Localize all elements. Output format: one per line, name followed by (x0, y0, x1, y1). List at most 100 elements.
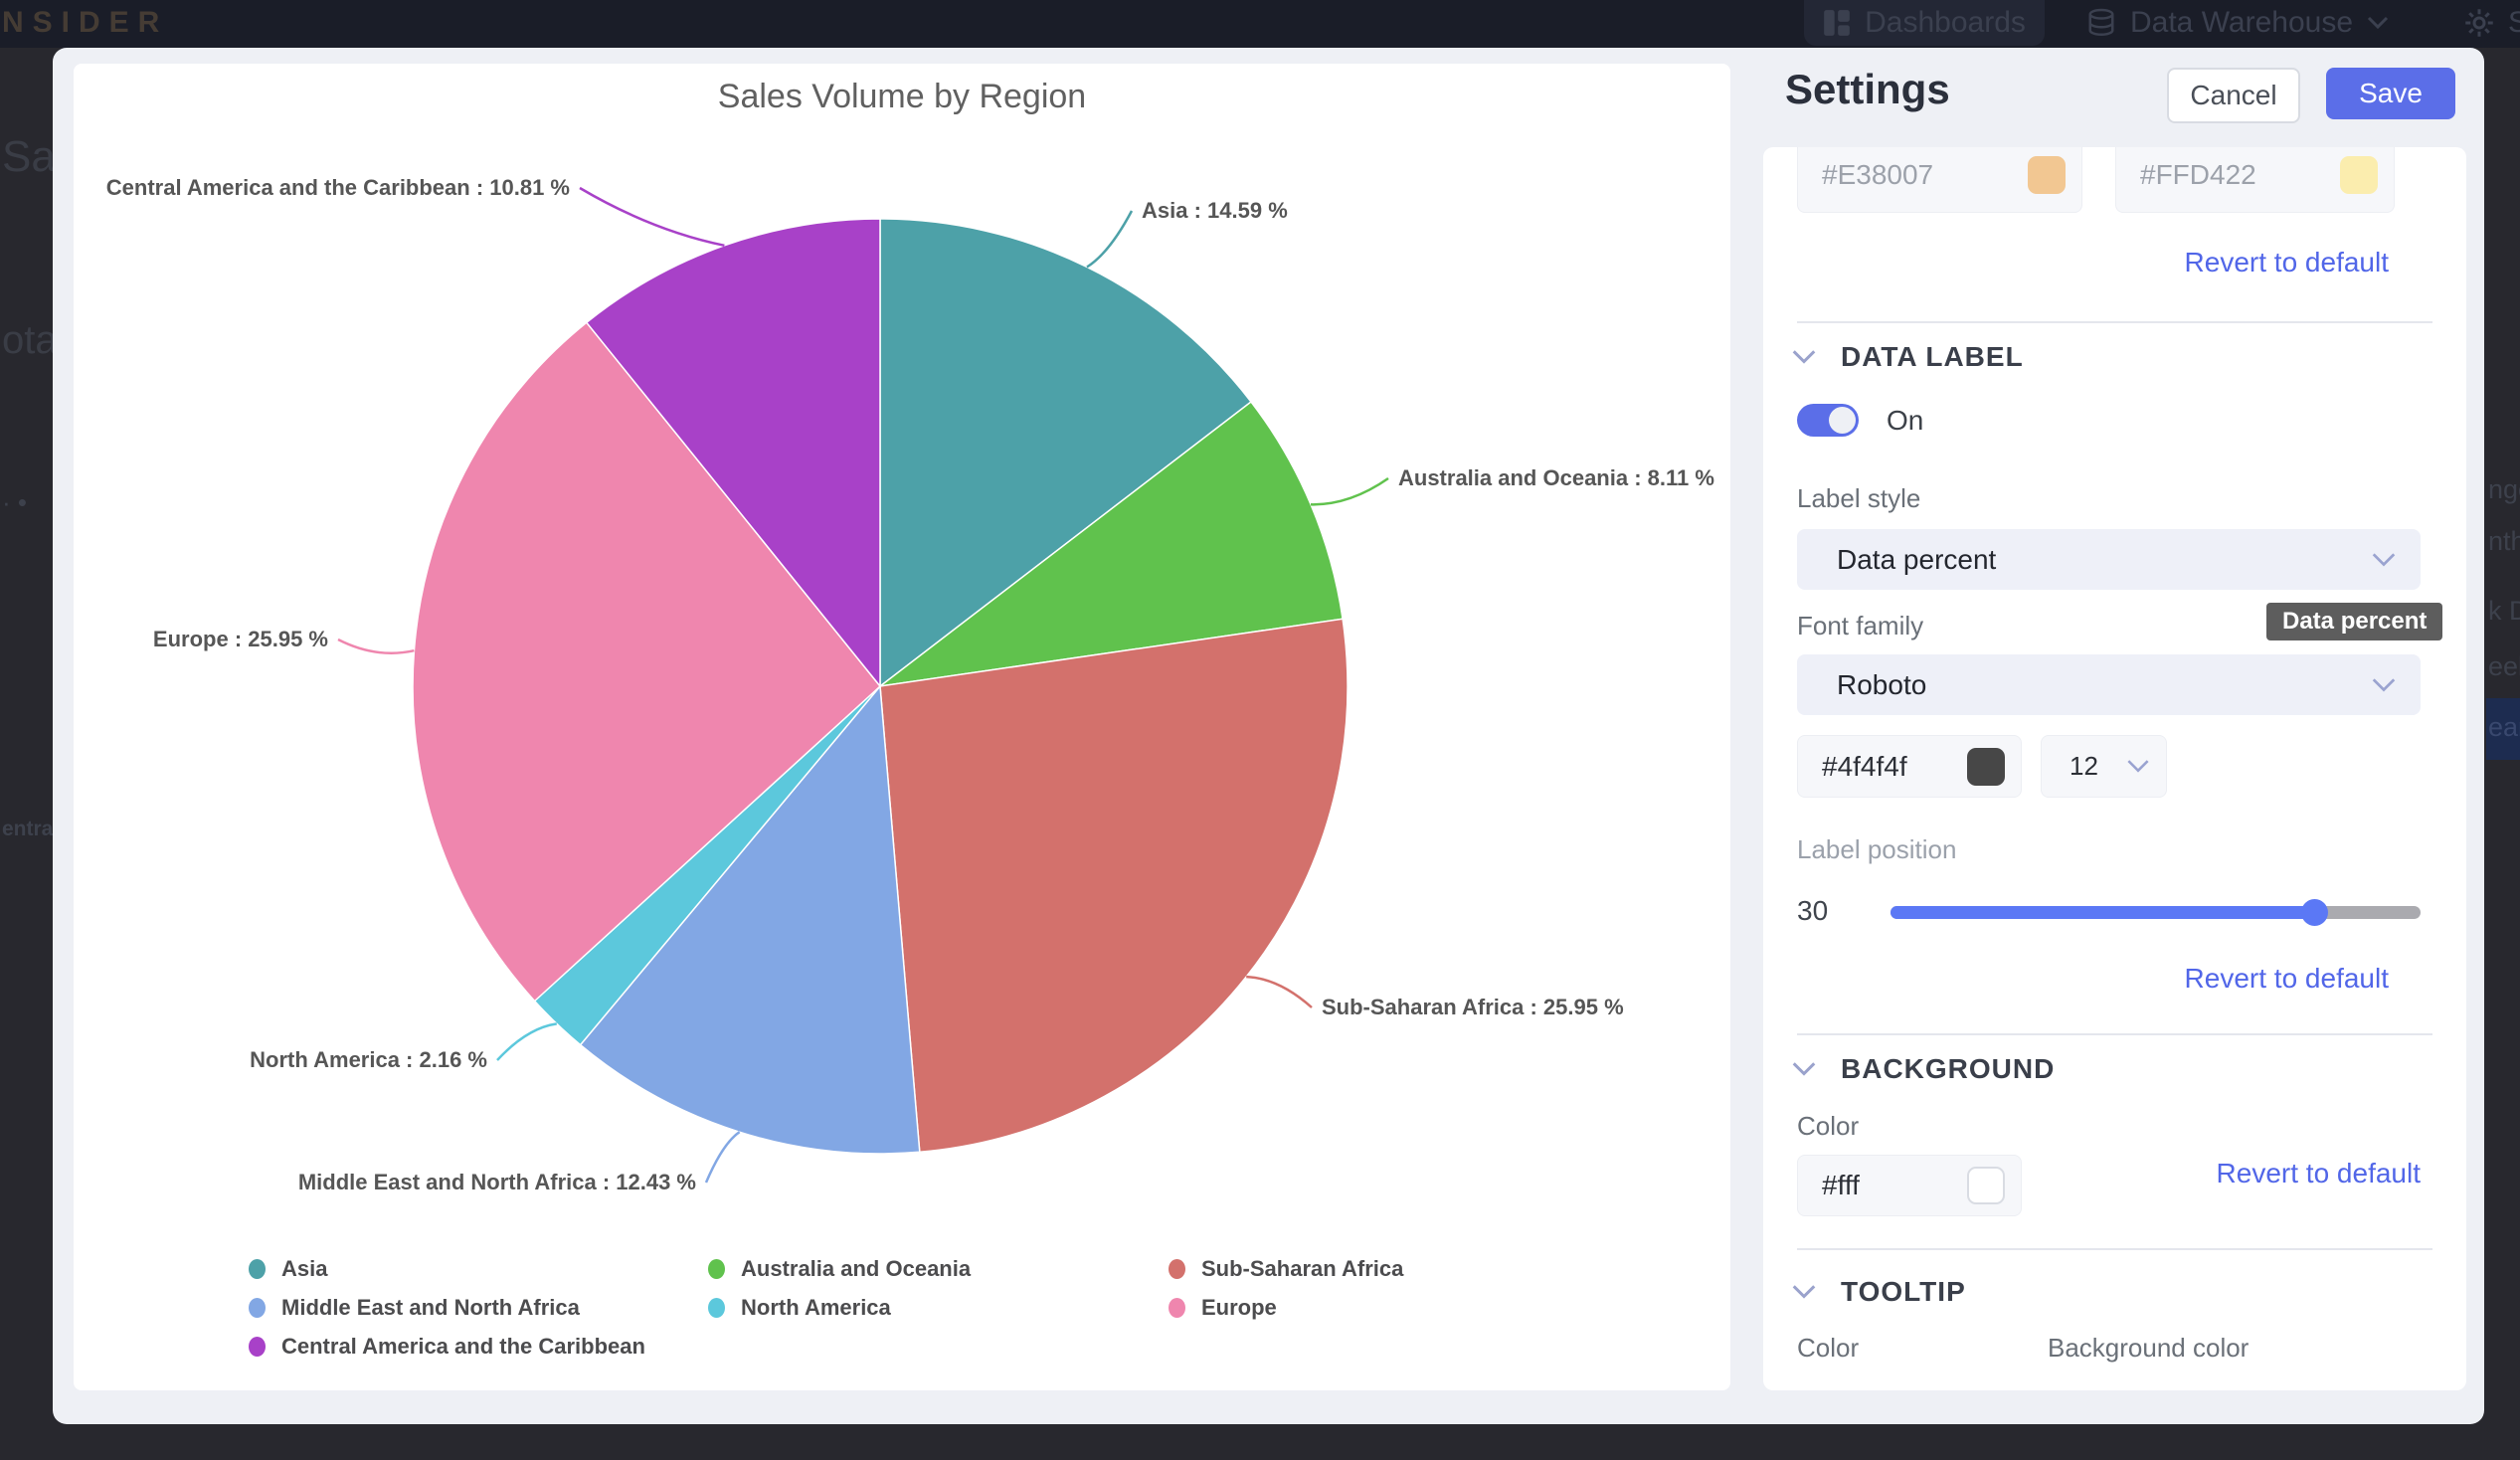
legend-label: Australia and Oceania (741, 1256, 972, 1281)
legend-marker (708, 1259, 725, 1279)
pie-label-leader-line (1246, 975, 1313, 1008)
legend-label: Europe (1201, 1295, 1277, 1320)
pie-slice-europe[interactable] (412, 321, 882, 1003)
font-color-value: #4f4f4f (1822, 750, 1907, 782)
pie-chart[interactable] (74, 64, 1730, 1390)
database-icon (2088, 8, 2114, 37)
slider-thumb[interactable] (2301, 899, 2328, 926)
font-size-dropdown[interactable]: 12 (2041, 735, 2167, 798)
dimmed-menu-fragment: eek (2488, 651, 2520, 681)
dimmed-menu-fragment: k D (2488, 596, 2520, 626)
legend-marker (249, 1337, 266, 1357)
chart-card: Sales Volume by Region Asia : 14.59 % Aus… (74, 64, 1730, 1390)
nav-data-warehouse[interactable]: Data Warehouse (2086, 0, 2389, 46)
font-color-swatch[interactable] (1967, 747, 2005, 786)
tooltip-color-label: Color (1797, 1333, 1860, 1363)
background-section-title: BACKGROUND (1841, 1053, 2056, 1084)
chevron-down-icon (2127, 760, 2149, 773)
background-color-label: Color (1797, 1111, 1860, 1141)
dimmed-page-fragment: ota (2, 318, 58, 362)
legend-item[interactable]: North America (708, 1295, 891, 1321)
legend-label: Central America and the Caribbean (281, 1334, 645, 1359)
label-position-slider[interactable] (1890, 899, 2421, 926)
settings-scroll-card: #E38007 #FFD422 Revert to default DATA L… (1763, 147, 2466, 1390)
background-color-input[interactable]: #fff (1797, 1155, 2022, 1216)
series-color2-value: #FFD422 (2140, 159, 2256, 190)
background-color-value: #fff (1822, 1170, 1860, 1200)
gear-icon (2465, 9, 2493, 37)
dashboard-grid-icon (1824, 10, 1850, 36)
background-color-swatch[interactable] (1967, 1167, 2005, 1204)
cancel-button[interactable]: Cancel (2167, 68, 2300, 123)
font-family-dropdown[interactable]: Roboto (1797, 654, 2421, 715)
legend-item[interactable]: Middle East and North Africa (249, 1295, 580, 1321)
pie-label: Middle East and North Africa : 12.43 % (297, 1170, 696, 1194)
slider-fill (1890, 906, 2314, 919)
legend-item[interactable]: Sub-Saharan Africa (1169, 1256, 1403, 1282)
brand-logo: NSIDER (2, 6, 169, 39)
nav-dashboards[interactable]: Dashboards (1804, 0, 2045, 46)
nav-dashboards-label: Dashboards (1865, 6, 2026, 39)
data-label-toggle[interactable] (1797, 404, 1859, 437)
pie-label-leader-line (496, 1022, 557, 1061)
dimmed-page-fragment: · • (2, 487, 27, 517)
dimmed-menu-fragment: ear (2488, 712, 2520, 742)
revert-background-link[interactable]: Revert to default (2216, 1158, 2421, 1188)
font-family-value: Roboto (1837, 668, 1927, 700)
legend-marker (249, 1259, 266, 1279)
series-color2-input[interactable]: #FFD422 (2115, 147, 2395, 213)
dimmed-menu-fragment: nth (2488, 526, 2520, 556)
label-style-value: Data percent (1837, 543, 1997, 575)
revert-data-label-link[interactable]: Revert to default (2184, 963, 2389, 994)
legend-label: North America (741, 1295, 891, 1320)
pie-label-leader-line (1310, 476, 1389, 506)
legend-label: Sub-Saharan Africa (1201, 1256, 1404, 1281)
data-label-section-header[interactable]: DATA LABEL (1791, 341, 2024, 373)
legend-item[interactable]: Central America and the Caribbean (249, 1334, 645, 1360)
legend-item[interactable]: Asia (249, 1256, 327, 1282)
label-style-dropdown[interactable]: Data percent (1797, 529, 2421, 590)
pie-label: Europe : 25.95 % (152, 627, 328, 651)
series-color1-input[interactable]: #E38007 (1797, 147, 2082, 213)
label-position-value: 30 (1797, 895, 1829, 926)
label-style-tooltip: Data percent (2266, 603, 2443, 640)
series-color1-value: #E38007 (1822, 159, 1934, 190)
pie-label: Sub-Saharan Africa : 25.95 % (1322, 995, 1624, 1019)
nav-settings[interactable]: Se (2464, 0, 2520, 46)
chart-settings-modal: Sales Volume by Region Asia : 14.59 % Aus… (53, 48, 2484, 1424)
nav-data-warehouse-label: Data Warehouse (2130, 6, 2354, 39)
font-color-input[interactable]: #4f4f4f (1797, 735, 2022, 798)
legend-label: Asia (281, 1256, 328, 1281)
save-button[interactable]: Save (2326, 68, 2455, 119)
legend-item[interactable]: Europe (1169, 1295, 1277, 1321)
pie-slice-central-america-and-the-caribbean[interactable] (585, 218, 881, 689)
series-color1-swatch[interactable] (2028, 156, 2066, 194)
data-label-section-title: DATA LABEL (1841, 341, 2024, 372)
pie-label: North America : 2.16 % (250, 1047, 487, 1072)
legend-marker (708, 1298, 725, 1318)
pie-label-leader-line (1086, 210, 1134, 269)
legend-item[interactable]: Australia and Oceania (708, 1256, 971, 1282)
legend-label: Middle East and North Africa (281, 1295, 580, 1320)
pie-label-leader-line (337, 638, 415, 654)
pie-label-leader-line (704, 1131, 741, 1184)
chevron-down-icon (2367, 16, 2389, 30)
pie-slice-sub-saharan-africa[interactable] (879, 618, 1349, 1154)
chevron-down-icon (2372, 677, 2396, 692)
chevron-down-icon (1792, 1285, 1816, 1299)
pie-slice-asia[interactable] (879, 218, 1253, 688)
pie-slice-middle-east-and-north-africa[interactable] (579, 684, 921, 1155)
revert-series-colors-link[interactable]: Revert to default (2184, 247, 2389, 277)
dimmed-page-fragment: entral (2, 818, 60, 840)
chart-title: Sales Volume by Region (717, 78, 1087, 115)
divider (1797, 321, 2432, 323)
label-position-label: Label position (1797, 834, 1957, 864)
chevron-down-icon (1792, 350, 1816, 364)
pie-label: Asia : 14.59 % (1142, 198, 1288, 223)
tooltip-section-header[interactable]: TOOLTIP (1791, 1276, 1966, 1308)
nav-settings-label: Se (2508, 6, 2520, 39)
series-color2-swatch[interactable] (2340, 156, 2378, 194)
background-section-header[interactable]: BACKGROUND (1791, 1053, 2055, 1085)
pie-label-leader-line (579, 186, 725, 248)
top-navigation-bar: NSIDER Dashboards Data Warehouse Se (0, 0, 2520, 48)
